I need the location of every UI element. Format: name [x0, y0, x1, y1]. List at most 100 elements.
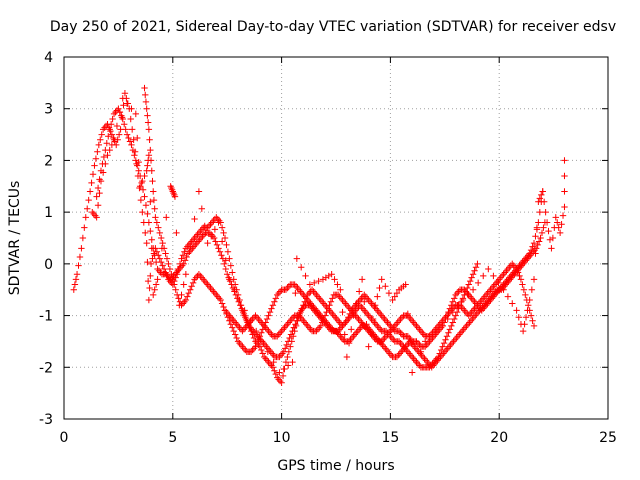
data-point-track-a: [210, 217, 217, 224]
data-point-scattered-points: [89, 208, 96, 216]
data-point-track-b: [228, 281, 235, 288]
data-point-track-c: [185, 289, 192, 297]
data-point-scattered-points: [533, 224, 541, 231]
data-point-track-c: [201, 277, 208, 285]
data-point-track-b: [445, 343, 453, 350]
data-point-track-b: [215, 245, 222, 252]
data-point-scattered-points: [521, 320, 528, 328]
data-point-scattered-points: [222, 257, 229, 264]
data-point-track-d: [305, 324, 313, 331]
data-point-track-c: [271, 298, 278, 305]
data-point-track-d: [230, 317, 237, 324]
data-point-track-b: [418, 352, 425, 359]
data-point-track-a: [86, 188, 94, 195]
data-point-track-b: [282, 345, 289, 352]
data-point-track-a: [95, 141, 103, 149]
data-point-track-d: [387, 327, 394, 335]
data-point-track-a: [97, 136, 104, 143]
data-point-track-b: [270, 352, 277, 359]
data-point-track-b: [448, 339, 456, 347]
data-point-track-a: [76, 253, 84, 261]
data-point-track-a: [388, 334, 396, 342]
data-point-scattered-points: [173, 229, 180, 237]
data-point-scattered-points: [195, 188, 203, 195]
data-point-scattered-points: [293, 255, 301, 262]
data-point-track-d: [260, 322, 268, 330]
data-point-scattered-points: [546, 236, 554, 243]
data-point-track-c: [375, 308, 382, 316]
data-point-track-d: [419, 329, 426, 337]
data-point-track-d: [319, 319, 326, 326]
data-point-scattered-points: [152, 281, 160, 288]
data-point-track-a: [276, 377, 284, 385]
data-point-scattered-points: [343, 353, 351, 361]
chart-title: Day 250 of 2021, Sidereal Day-to-day VTE…: [50, 19, 616, 35]
data-point-track-d: [416, 326, 423, 333]
data-point-scattered-points: [406, 339, 414, 347]
data-point-scattered-points: [545, 227, 552, 235]
data-point-track-d: [324, 305, 332, 312]
data-point-scattered-points: [145, 152, 153, 159]
data-point-track-d: [413, 322, 420, 330]
data-point-scattered-points: [328, 271, 335, 278]
data-point-track-d: [527, 312, 535, 319]
data-point-track-a: [229, 269, 236, 276]
grid: [64, 57, 608, 419]
data-point-track-c: [200, 276, 207, 283]
data-point-scattered-points: [561, 157, 568, 164]
data-point-scattered-points: [102, 160, 109, 168]
data-point-track-b: [219, 255, 227, 262]
data-point-scattered-points: [417, 348, 425, 355]
data-point-track-a: [75, 262, 82, 269]
data-point-track-d: [253, 314, 261, 321]
data-point-track-d: [343, 302, 351, 309]
data-point-scattered-points: [369, 315, 377, 323]
data-point-track-c: [179, 300, 187, 307]
data-point-scattered-points: [204, 239, 211, 247]
data-point-track-c: [342, 319, 349, 326]
data-point-track-a: [73, 271, 81, 278]
data-point-track-c: [301, 293, 309, 300]
data-point-scattered-points: [558, 221, 565, 228]
data-point-track-c: [337, 324, 345, 331]
data-point-track-a: [471, 267, 478, 274]
data-point-scattered-points: [148, 245, 155, 252]
data-point-track-a: [272, 370, 279, 378]
data-point-scattered-points: [554, 219, 561, 226]
data-point-scattered-points: [198, 205, 206, 212]
data-point-scattered-points: [341, 331, 348, 338]
data-point-scattered-points: [218, 238, 226, 245]
data-point-track-c: [231, 331, 239, 338]
data-point-track-d: [411, 320, 419, 328]
data-point-track-a: [372, 320, 380, 328]
data-point-track-a: [448, 322, 455, 330]
data-point-scattered-points: [132, 110, 140, 118]
data-point-track-a: [226, 255, 233, 262]
data-point-track-c: [236, 339, 243, 347]
x-tick-label: 5: [168, 430, 177, 446]
data-point-track-d: [285, 319, 293, 326]
data-point-track-c: [258, 329, 265, 337]
data-point-track-d: [326, 302, 333, 309]
data-point-track-a: [94, 148, 101, 156]
data-point-scattered-points: [264, 348, 272, 355]
data-point-track-a: [263, 357, 271, 364]
data-point-track-b: [103, 139, 110, 147]
data-point-scattered-points: [538, 191, 545, 199]
data-point-scattered-points: [474, 279, 482, 287]
data-point-track-c: [234, 338, 242, 345]
data-point-track-d: [263, 326, 271, 333]
data-point-scattered-points: [311, 279, 318, 287]
data-point-scattered-points: [113, 122, 121, 130]
data-point-scattered-points: [158, 245, 166, 252]
data-point-track-c: [292, 283, 300, 290]
data-point-track-b: [292, 320, 299, 328]
data-point-track-c: [172, 286, 179, 293]
data-point-scattered-points: [141, 172, 148, 180]
data-point-track-d: [414, 324, 422, 331]
data-point-track-b: [106, 126, 113, 133]
data-point-track-b: [121, 121, 128, 128]
data-point-track-c: [358, 295, 365, 302]
data-point-track-d: [445, 310, 452, 318]
data-point-track-c: [145, 126, 153, 133]
